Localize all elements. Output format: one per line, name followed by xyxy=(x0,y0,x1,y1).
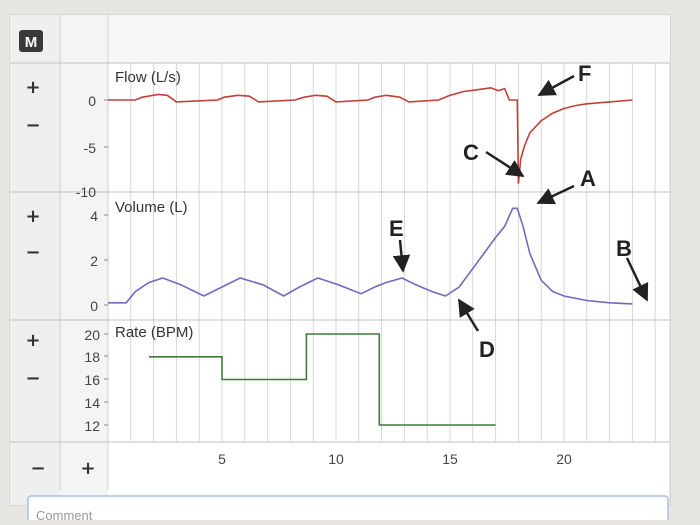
annotation-arrow-a xyxy=(536,184,575,205)
flow-y-tick: 0 xyxy=(88,93,96,109)
annotation-label-b: B xyxy=(616,236,632,261)
flow-title: Flow (L/s) xyxy=(115,69,181,86)
comment-input[interactable] xyxy=(27,495,669,525)
annotation-arrows xyxy=(392,74,649,332)
volume-y-tick: 2 xyxy=(90,253,98,269)
annotation-label-c: C xyxy=(463,140,479,165)
annotation-arrow-b xyxy=(625,257,649,302)
rate-zoom-in-button[interactable]: + xyxy=(25,330,40,351)
time-zoom-out-button[interactable]: − xyxy=(30,458,45,479)
x-tick-label: 15 xyxy=(442,451,458,467)
y-tick-marks xyxy=(104,99,108,426)
volume-zoom-out-button[interactable]: − xyxy=(25,242,40,263)
volume-title: Volume (L) xyxy=(115,199,188,216)
rate-y-tick: 16 xyxy=(84,372,100,388)
x-tick-label: 5 xyxy=(218,451,226,467)
x-tick-label: 20 xyxy=(556,451,572,467)
annotation-arrow-d xyxy=(457,298,480,332)
app-badge-icon xyxy=(19,30,43,52)
flow-zoom-in-button[interactable]: + xyxy=(25,77,40,98)
annotation-label-e: E xyxy=(389,216,404,241)
x-tick-labels: 5 10 15 20 xyxy=(218,451,572,467)
vertical-gridlines xyxy=(130,63,656,442)
frame xyxy=(9,14,671,506)
rate-y-tick: 18 xyxy=(84,349,100,365)
rate-series-line xyxy=(149,333,496,426)
time-zoom-in-button[interactable]: + xyxy=(80,458,95,479)
rate-zoom-out-button[interactable]: − xyxy=(25,368,40,389)
volume-y-tick: 4 xyxy=(90,208,98,224)
flow-y-tick: -10 xyxy=(76,184,96,200)
header-strip xyxy=(108,15,670,63)
annotation-arrow-f xyxy=(537,74,575,97)
flow-zoom-out-button[interactable]: − xyxy=(25,115,40,136)
rate-title: Rate (BPM) xyxy=(115,324,193,341)
app-badge-text: M xyxy=(25,34,38,51)
rate-y-tick: 14 xyxy=(84,395,100,411)
volume-zoom-in-button[interactable]: + xyxy=(25,206,40,227)
flow-y-tick: -5 xyxy=(84,140,97,156)
rate-y-tick: 20 xyxy=(84,327,100,343)
x-tick-label: 10 xyxy=(328,451,344,467)
annotation-label-a: A xyxy=(580,166,596,191)
volume-series-line xyxy=(108,207,633,305)
annotation-label-f: F xyxy=(578,61,591,86)
rate-y-tick: 12 xyxy=(84,418,100,434)
control-column xyxy=(10,15,60,505)
comment-placeholder: Comment xyxy=(36,508,93,520)
annotation-label-d: D xyxy=(479,337,495,362)
annotation-arrow-e xyxy=(392,239,411,273)
volume-y-tick: 0 xyxy=(90,298,98,314)
axis-column xyxy=(60,15,108,505)
annotation-arrow-c xyxy=(485,150,525,178)
flow-series-line xyxy=(108,86,633,184)
